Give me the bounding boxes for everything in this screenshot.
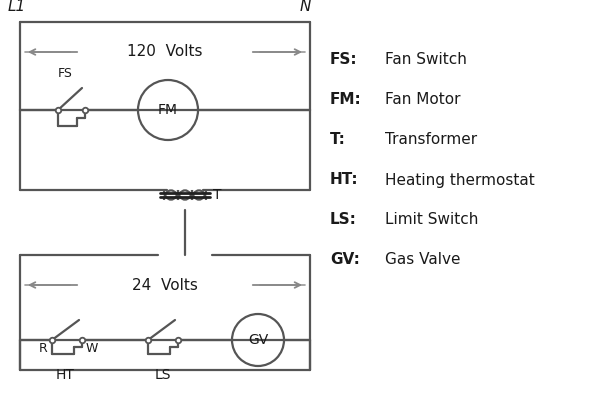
Text: Fan Switch: Fan Switch (385, 52, 467, 68)
Text: LS: LS (155, 368, 171, 382)
Text: GV:: GV: (330, 252, 360, 268)
Text: LS:: LS: (330, 212, 357, 228)
Text: T: T (213, 188, 221, 202)
Text: Transformer: Transformer (385, 132, 477, 148)
Text: 120  Volts: 120 Volts (127, 44, 203, 60)
Text: 24  Volts: 24 Volts (132, 278, 198, 292)
Text: T:: T: (330, 132, 346, 148)
Text: N: N (299, 0, 311, 14)
Text: HT: HT (55, 368, 74, 382)
Text: W: W (86, 342, 99, 355)
Text: HT:: HT: (330, 172, 359, 188)
Text: Fan Motor: Fan Motor (385, 92, 461, 108)
Text: FS: FS (58, 67, 73, 80)
Text: FM: FM (158, 103, 178, 117)
Text: Limit Switch: Limit Switch (385, 212, 478, 228)
Text: FS:: FS: (330, 52, 358, 68)
Text: GV: GV (248, 333, 268, 347)
Text: Heating thermostat: Heating thermostat (385, 172, 535, 188)
Text: L1: L1 (8, 0, 26, 14)
Text: FM:: FM: (330, 92, 362, 108)
Text: R: R (40, 342, 48, 355)
Text: Gas Valve: Gas Valve (385, 252, 461, 268)
